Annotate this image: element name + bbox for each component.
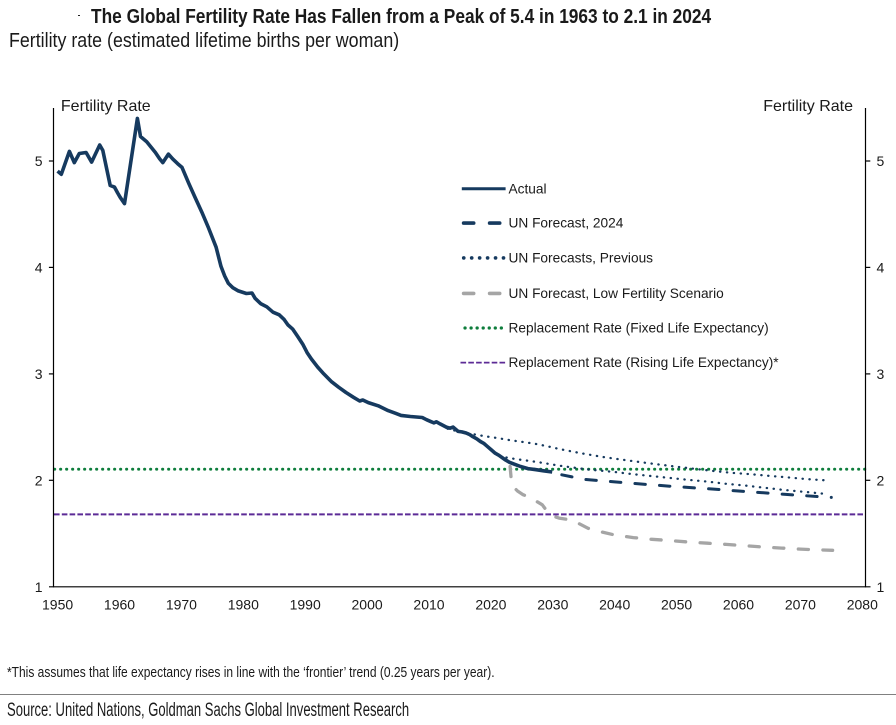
svg-text:3: 3 <box>877 366 885 382</box>
svg-text:2: 2 <box>877 472 885 488</box>
svg-text:5: 5 <box>35 153 43 169</box>
svg-text:UN Forecast, Low Fertility Sce: UN Forecast, Low Fertility Scenario <box>509 286 725 301</box>
svg-text:1950: 1950 <box>42 597 73 613</box>
svg-text:UN Forecast, 2024: UN Forecast, 2024 <box>509 216 624 231</box>
svg-text:1960: 1960 <box>104 597 135 613</box>
svg-text:2: 2 <box>35 472 43 488</box>
svg-text:3: 3 <box>35 366 43 382</box>
svg-text:1970: 1970 <box>166 597 197 613</box>
svg-text:2080: 2080 <box>847 597 878 613</box>
svg-text:1990: 1990 <box>290 597 321 613</box>
svg-text:4: 4 <box>35 259 43 275</box>
svg-text:2060: 2060 <box>723 597 754 613</box>
svg-text:1980: 1980 <box>228 597 259 613</box>
svg-text:1: 1 <box>35 579 43 595</box>
svg-text:2000: 2000 <box>352 597 383 613</box>
svg-text:Actual: Actual <box>509 181 547 196</box>
svg-text:UN Forecasts, Previous: UN Forecasts, Previous <box>509 251 654 266</box>
svg-text:Fertility Rate: Fertility Rate <box>763 98 853 115</box>
svg-text:2030: 2030 <box>537 597 568 613</box>
svg-text:Replacement Rate (Fixed Life E: Replacement Rate (Fixed Life Expectancy) <box>509 321 769 336</box>
svg-text:2040: 2040 <box>599 597 630 613</box>
svg-text:2070: 2070 <box>785 597 816 613</box>
svg-text:1: 1 <box>877 579 885 595</box>
svg-text:Fertility Rate: Fertility Rate <box>61 98 151 115</box>
svg-text:5: 5 <box>877 153 885 169</box>
svg-text:2050: 2050 <box>661 597 692 613</box>
svg-text:4: 4 <box>877 259 885 275</box>
svg-text:2020: 2020 <box>475 597 506 613</box>
svg-text:2010: 2010 <box>413 597 444 613</box>
svg-text:Replacement Rate (Rising Life: Replacement Rate (Rising Life Expectancy… <box>509 355 780 370</box>
